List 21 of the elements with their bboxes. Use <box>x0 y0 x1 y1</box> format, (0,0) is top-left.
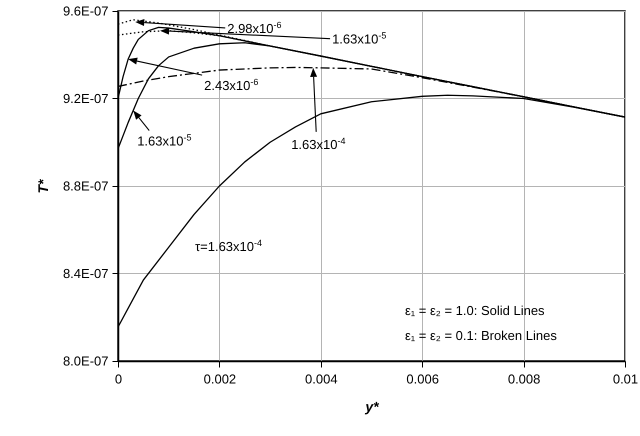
y-tick-label: 8.4E-07 <box>62 266 108 281</box>
annotation: ε₁ = ε₂ = 1.0: Solid Lines <box>405 303 546 318</box>
annotation: 1.63x10$^{-5}$ <box>137 132 192 149</box>
x-tick-label: 0.008 <box>508 372 540 386</box>
y-tick-label: 9.6E-07 <box>62 4 108 18</box>
x-tick-label: 0.004 <box>305 372 338 386</box>
x-tick-label: 0.006 <box>406 372 439 386</box>
x-axis-title: y* <box>364 398 380 414</box>
y-tick-label: 8.0E-07 <box>62 354 108 368</box>
annotation: 1.63x10$^{-4}$ <box>291 136 346 152</box>
annotation: 1.63x10$^{-5}$ <box>332 30 386 47</box>
y-tick-label: 8.8E-07 <box>62 178 108 194</box>
y-tick-label: 9.2E-07 <box>62 91 108 106</box>
annotation: 2.98x10$^{-6}$ <box>227 20 282 36</box>
x-tick-label: 0 <box>114 372 122 386</box>
annotation: 2.43x10$^{-6}$ <box>204 77 258 94</box>
x-tick-label: 0.002 <box>204 372 236 386</box>
annotation: ε₁ = ε₂ = 0.1: Broken Lines <box>405 328 558 343</box>
y-axis-title: T* <box>34 178 51 194</box>
x-tick-label: 0.01 <box>612 372 638 386</box>
annotation: τ=1.63x10$^{-4}$ <box>195 238 262 254</box>
